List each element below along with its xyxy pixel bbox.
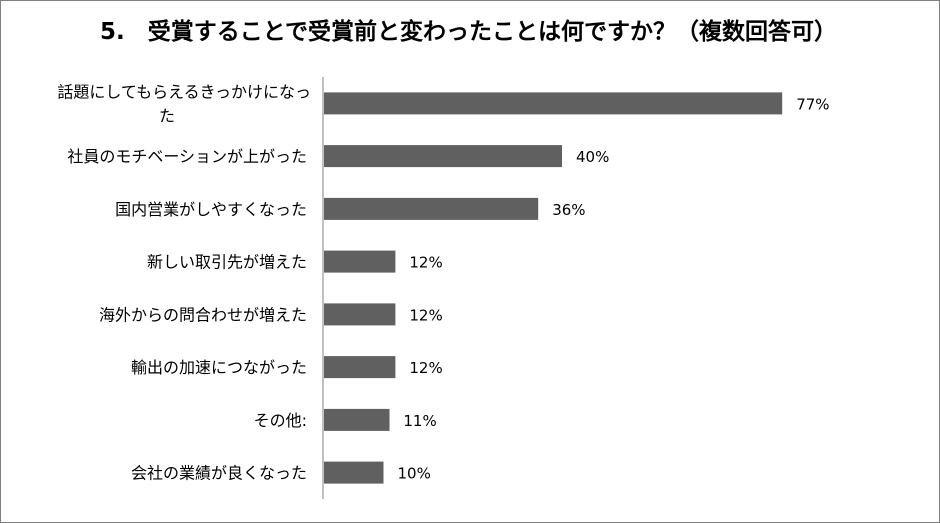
bar [324, 303, 396, 326]
category-label: た [159, 106, 175, 125]
bar [324, 408, 390, 431]
bar [324, 250, 396, 273]
bar [324, 145, 562, 168]
category-label: 新しい取引先が増えた [147, 253, 307, 272]
value-label: 12% [409, 359, 442, 377]
value-label: 12% [409, 254, 442, 272]
value-label: 77% [796, 95, 829, 113]
value-label: 10% [398, 465, 431, 483]
bar [324, 197, 539, 220]
chart-title: 5. 受賞することで受賞前と変わったことは何ですか？（複数回答可） [99, 19, 838, 45]
category-label: 社員のモチベーションが上がった [67, 147, 307, 166]
value-label: 11% [403, 412, 436, 430]
category-label: 輸出の加速につながった [131, 358, 307, 377]
category-label: 会社の業績が良くなった [131, 464, 307, 483]
category-label: 国内営業がしやすくなった [115, 200, 307, 219]
value-label: 36% [552, 201, 585, 219]
value-label: 40% [576, 148, 609, 166]
bar [324, 92, 783, 115]
category-label: その他: [254, 411, 307, 430]
category-label: 海外からの問合わせが増えた [99, 305, 307, 324]
category-label: 話題にしてもらえるきっかけになっ [57, 82, 311, 101]
bar [324, 356, 396, 379]
value-label: 12% [409, 306, 442, 324]
bar [324, 461, 384, 484]
